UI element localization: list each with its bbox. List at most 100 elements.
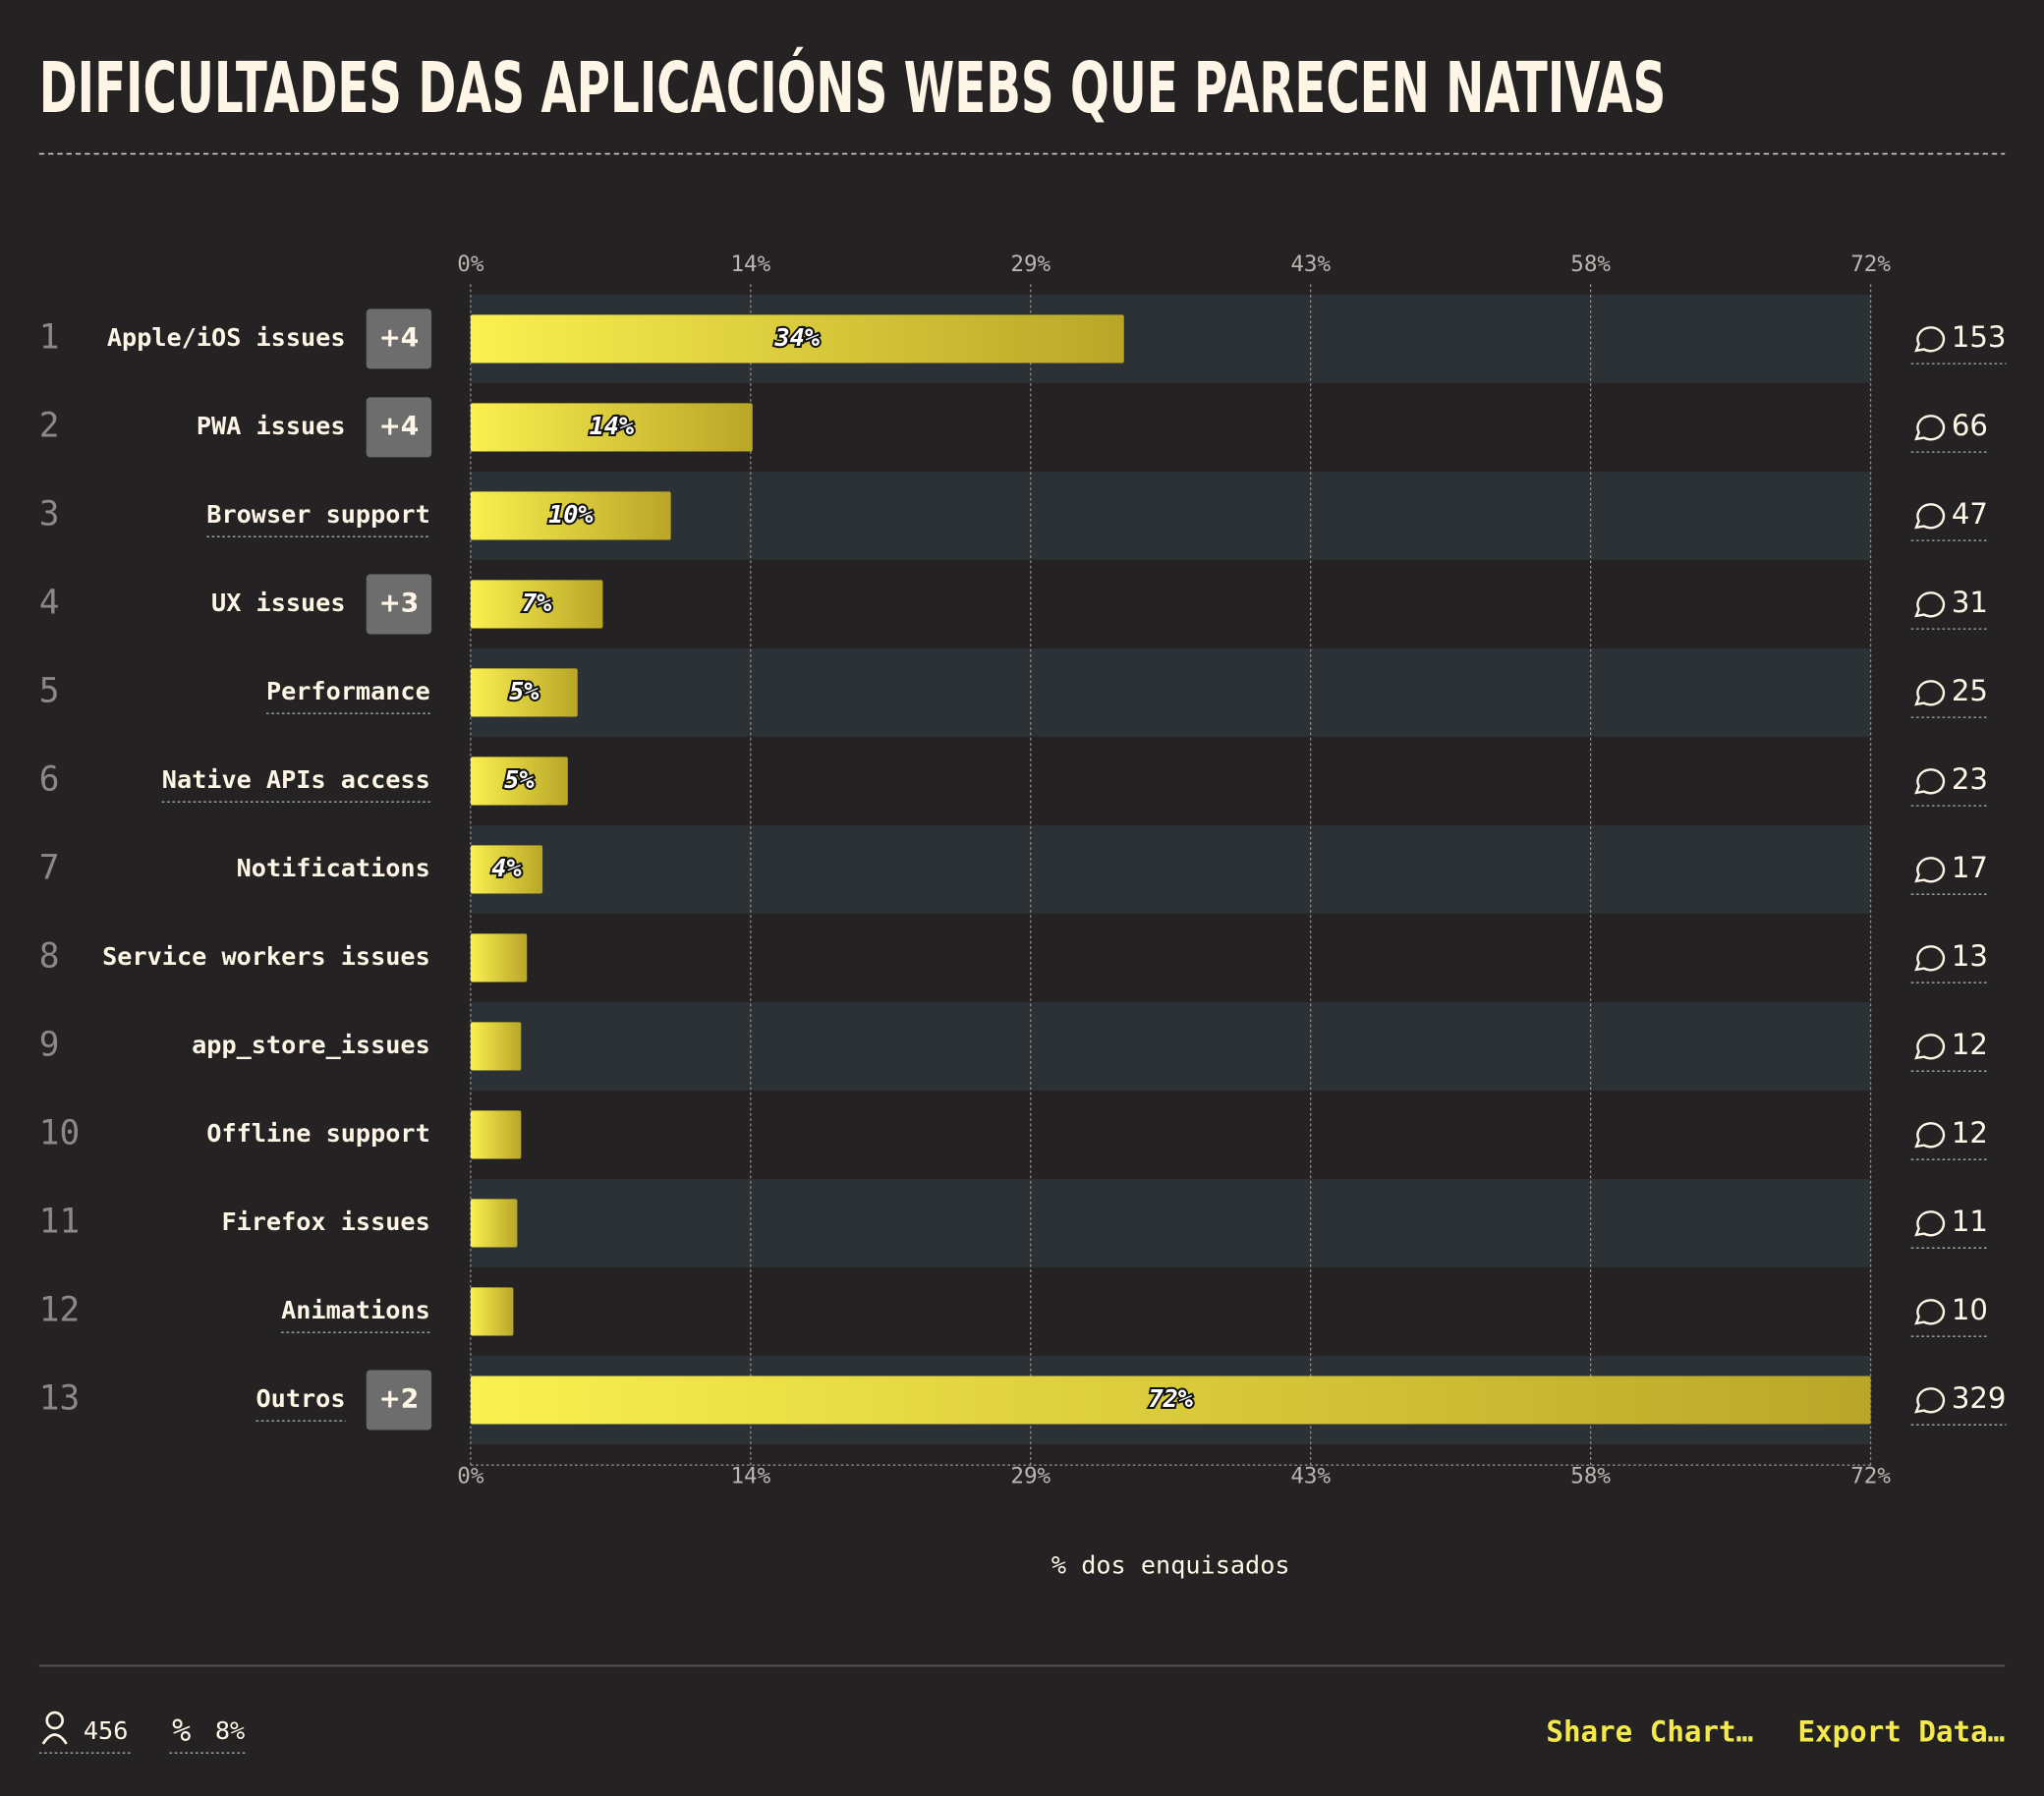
category-label: app_store_issues (192, 1031, 430, 1059)
rank: 8 (39, 936, 60, 976)
value-label: 4% (491, 854, 521, 882)
comment-count[interactable]: 17 (1952, 851, 1988, 884)
value-label: 5% (509, 677, 539, 705)
badge[interactable] (366, 309, 432, 369)
x-tick-label: 14% (730, 1463, 770, 1488)
bar (470, 1375, 1871, 1425)
x-tick-label: 72% (1850, 1463, 1891, 1488)
value-label: 72% (1148, 1384, 1193, 1413)
rank: 7 (39, 848, 60, 887)
row-band (470, 824, 1871, 914)
bar (470, 1199, 518, 1248)
x-tick-label: 72% (1850, 252, 1891, 277)
row-band (470, 1178, 1871, 1267)
comment-icon[interactable] (1914, 1034, 1946, 1060)
comment-icon[interactable] (1914, 680, 1946, 706)
comment-count[interactable]: 66 (1952, 409, 1988, 442)
respondents-count: 456 (84, 1716, 128, 1745)
rank: 13 (39, 1378, 81, 1418)
bar (470, 1022, 522, 1071)
category-label: Firefox issues (221, 1207, 429, 1236)
row-band (470, 647, 1871, 737)
bar (470, 491, 671, 540)
share-button[interactable]: Share Chart… (1546, 1714, 1753, 1748)
category-label: Service workers issues (102, 942, 430, 971)
bar (470, 845, 543, 894)
rank: 2 (39, 406, 60, 445)
x-tick-label: 29% (1010, 252, 1050, 277)
rank: 1 (39, 317, 60, 357)
x-tick-label: 0% (457, 252, 484, 277)
category-label[interactable]: Animations (281, 1296, 430, 1324)
bar (470, 580, 603, 629)
rank: 4 (39, 583, 60, 622)
category-label[interactable]: Outros (256, 1384, 346, 1413)
comment-count[interactable]: 13 (1952, 939, 1988, 973)
comment-count[interactable]: 11 (1952, 1205, 1988, 1238)
rank: 9 (39, 1025, 60, 1064)
value-label: 7% (522, 589, 551, 617)
comment-icon[interactable] (1914, 945, 1946, 972)
rank: 10 (39, 1113, 81, 1152)
comment-icon[interactable] (1914, 768, 1946, 795)
rank: 11 (39, 1202, 81, 1241)
comment-count[interactable]: 153 (1952, 320, 2007, 354)
category-label[interactable]: Browser support (206, 500, 429, 529)
category-label: PWA issues (197, 412, 346, 440)
comment-icon[interactable] (1914, 857, 1946, 883)
badge-label: +3 (379, 588, 420, 618)
comment-count[interactable]: 23 (1952, 762, 1988, 796)
comment-count[interactable]: 329 (1952, 1381, 2007, 1415)
comment-icon[interactable] (1914, 1210, 1946, 1237)
bar (470, 668, 578, 717)
value-label: 10% (548, 500, 594, 529)
percent-icon: % (172, 1712, 191, 1749)
respondents[interactable]: 456 (38, 1711, 131, 1754)
comment-count[interactable]: 25 (1952, 674, 1988, 707)
bar (470, 314, 1124, 364)
comment-icon[interactable] (1914, 1122, 1946, 1149)
badge[interactable] (366, 574, 432, 635)
percentage[interactable]: % 8% (169, 1712, 246, 1754)
rank: 6 (39, 759, 60, 799)
bar (470, 757, 568, 806)
chart-title: DIFICULTADES DAS APLICACIÓNS WEBS QUE PA… (39, 46, 1667, 129)
comment-icon[interactable] (1914, 1299, 1946, 1325)
category-label: Offline support (206, 1119, 429, 1148)
value-label: 5% (504, 765, 534, 794)
comment-icon[interactable] (1914, 326, 1946, 353)
rank: 12 (39, 1290, 81, 1329)
row-band (470, 1001, 1871, 1091)
comment-count[interactable]: 10 (1952, 1293, 1988, 1326)
comment-icon[interactable] (1914, 591, 1946, 618)
badge[interactable] (366, 1370, 432, 1431)
badge-label: +2 (379, 1383, 420, 1414)
comment-icon[interactable] (1914, 503, 1946, 530)
export-button[interactable]: Export Data… (1797, 1714, 2005, 1748)
row-band (470, 471, 1871, 560)
value-label: 34% (774, 323, 821, 352)
x-axis-title: % dos enquisados (1051, 1551, 1290, 1580)
bar (470, 1287, 514, 1336)
bar (470, 403, 753, 452)
comment-count[interactable]: 47 (1952, 497, 1988, 531)
category-label: Apple/iOS issues (107, 323, 346, 352)
x-tick-label: 43% (1290, 1463, 1331, 1488)
badge[interactable] (366, 397, 432, 458)
comment-count[interactable]: 31 (1952, 586, 1988, 619)
comment-count[interactable]: 12 (1952, 1028, 1988, 1061)
category-label: UX issues (211, 589, 345, 617)
badge-label: +4 (379, 322, 420, 353)
comment-icon[interactable] (1914, 415, 1946, 441)
bar (470, 1110, 522, 1159)
category-label[interactable]: Native APIs access (162, 765, 430, 794)
x-tick-label: 43% (1290, 252, 1331, 277)
category-label[interactable]: Performance (266, 677, 430, 705)
x-tick-label: 58% (1570, 1463, 1611, 1488)
rank: 5 (39, 671, 60, 710)
person-icon (45, 1711, 64, 1730)
comment-icon[interactable] (1914, 1387, 1946, 1414)
comment-count[interactable]: 12 (1952, 1116, 1988, 1150)
